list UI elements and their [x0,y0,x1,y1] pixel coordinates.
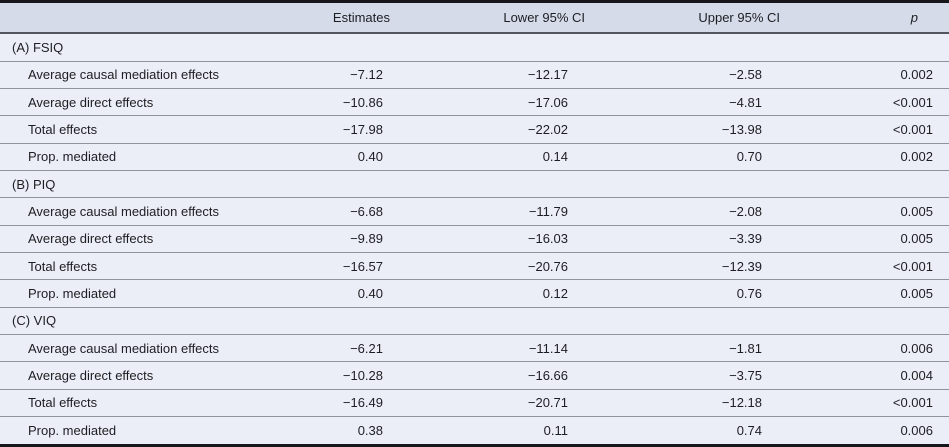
cell-lower-ci: −16.03 [395,224,591,253]
section-row: (B) PIQ [0,169,949,198]
section-label: (C) VIQ [0,306,949,335]
row-label: Total effects [0,251,322,280]
cell-upper-ci: −13.98 [591,115,785,144]
table-row: Average causal mediation effects −6.68 −11… [0,197,949,226]
cell-p-value: <0.001 [785,388,949,417]
cell-lower-ci: 0.12 [395,279,591,308]
row-label: Prop. mediated [0,142,322,171]
cell-p-value: 0.005 [785,197,949,226]
row-label: Average direct effects [0,361,322,390]
row-label: Prop. mediated [0,279,322,308]
cell-p-value: 0.006 [785,333,949,362]
column-header-estimates: Estimates [322,1,395,34]
cell-p-value: 0.002 [785,142,949,171]
section-row: (A) FSIQ [0,33,949,62]
table-row: Average direct effects −9.89 −16.03 −3.39 0.… [0,224,949,253]
cell-estimate: −16.57 [322,251,395,280]
cell-p-value: 0.005 [785,224,949,253]
cell-upper-ci: −3.39 [591,224,785,253]
cell-p-value: <0.001 [785,251,949,280]
row-label: Average causal mediation effects [0,197,322,226]
row-label: Average causal mediation effects [0,60,322,89]
column-header-empty [0,1,322,34]
cell-lower-ci: 0.11 [395,415,591,446]
table-row: Total effects −16.57 −20.76 −12.39 <0.001 [0,251,949,280]
cell-p-value: 0.002 [785,60,949,89]
column-header-lower-ci: Lower 95% CI [395,1,591,34]
cell-estimate: −9.89 [322,224,395,253]
section-label: (A) FSIQ [0,33,949,62]
cell-p-value: 0.006 [785,415,949,446]
cell-p-value: <0.001 [785,87,949,116]
row-label: Average direct effects [0,224,322,253]
cell-estimate: −16.49 [322,388,395,417]
section-row: (C) VIQ [0,306,949,335]
cell-estimate: −10.28 [322,361,395,390]
table-row: Prop. mediated 0.38 0.11 0.74 0.006 [0,415,949,446]
cell-upper-ci: −2.58 [591,60,785,89]
cell-lower-ci: −22.02 [395,115,591,144]
table-row: Prop. mediated 0.40 0.12 0.76 0.005 [0,279,949,308]
cell-lower-ci: −11.14 [395,333,591,362]
cell-p-value: 0.005 [785,279,949,308]
table-row: Total effects −16.49 −20.71 −12.18 <0.001 [0,388,949,417]
cell-estimate: −6.21 [322,333,395,362]
row-label: Total effects [0,388,322,417]
row-label: Average causal mediation effects [0,333,322,362]
cell-upper-ci: −2.08 [591,197,785,226]
cell-lower-ci: −17.06 [395,87,591,116]
row-label: Total effects [0,115,322,144]
cell-upper-ci: 0.76 [591,279,785,308]
cell-lower-ci: 0.14 [395,142,591,171]
table-header: Estimates Lower 95% CI Upper 95% CI p [0,1,949,34]
table-row: Average causal mediation effects −6.21 −11… [0,333,949,362]
cell-upper-ci: −3.75 [591,361,785,390]
cell-upper-ci: 0.74 [591,415,785,446]
cell-estimate: 0.40 [322,279,395,308]
column-header-upper-ci: Upper 95% CI [591,1,785,34]
table-row: Average direct effects −10.28 −16.66 −3.75 0… [0,361,949,390]
cell-upper-ci: −12.18 [591,388,785,417]
table-row: Average direct effects −10.86 −17.06 −4.81 <… [0,87,949,116]
table-row: Average causal mediation effects −7.12 −12… [0,60,949,89]
cell-p-value: 0.004 [785,361,949,390]
table-row: Total effects −17.98 −22.02 −13.98 <0.001 [0,115,949,144]
column-header-p: p [785,1,949,34]
section-label: (B) PIQ [0,169,949,198]
cell-estimate: −6.68 [322,197,395,226]
cell-estimate: −7.12 [322,60,395,89]
cell-p-value: <0.001 [785,115,949,144]
header-row: Estimates Lower 95% CI Upper 95% CI p [0,1,949,34]
cell-lower-ci: −20.71 [395,388,591,417]
cell-upper-ci: −4.81 [591,87,785,116]
cell-lower-ci: −16.66 [395,361,591,390]
cell-upper-ci: 0.70 [591,142,785,171]
row-label: Average direct effects [0,87,322,116]
cell-lower-ci: −20.76 [395,251,591,280]
cell-upper-ci: −1.81 [591,333,785,362]
cell-estimate: 0.38 [322,415,395,446]
cell-lower-ci: −12.17 [395,60,591,89]
table-row: Prop. mediated 0.40 0.14 0.70 0.002 [0,142,949,171]
cell-upper-ci: −12.39 [591,251,785,280]
table-body: (A) FSIQ Average causal mediation effects… [0,33,949,446]
cell-estimate: −10.86 [322,87,395,116]
row-label: Prop. mediated [0,415,322,446]
cell-lower-ci: −11.79 [395,197,591,226]
cell-estimate: −17.98 [322,115,395,144]
cell-estimate: 0.40 [322,142,395,171]
